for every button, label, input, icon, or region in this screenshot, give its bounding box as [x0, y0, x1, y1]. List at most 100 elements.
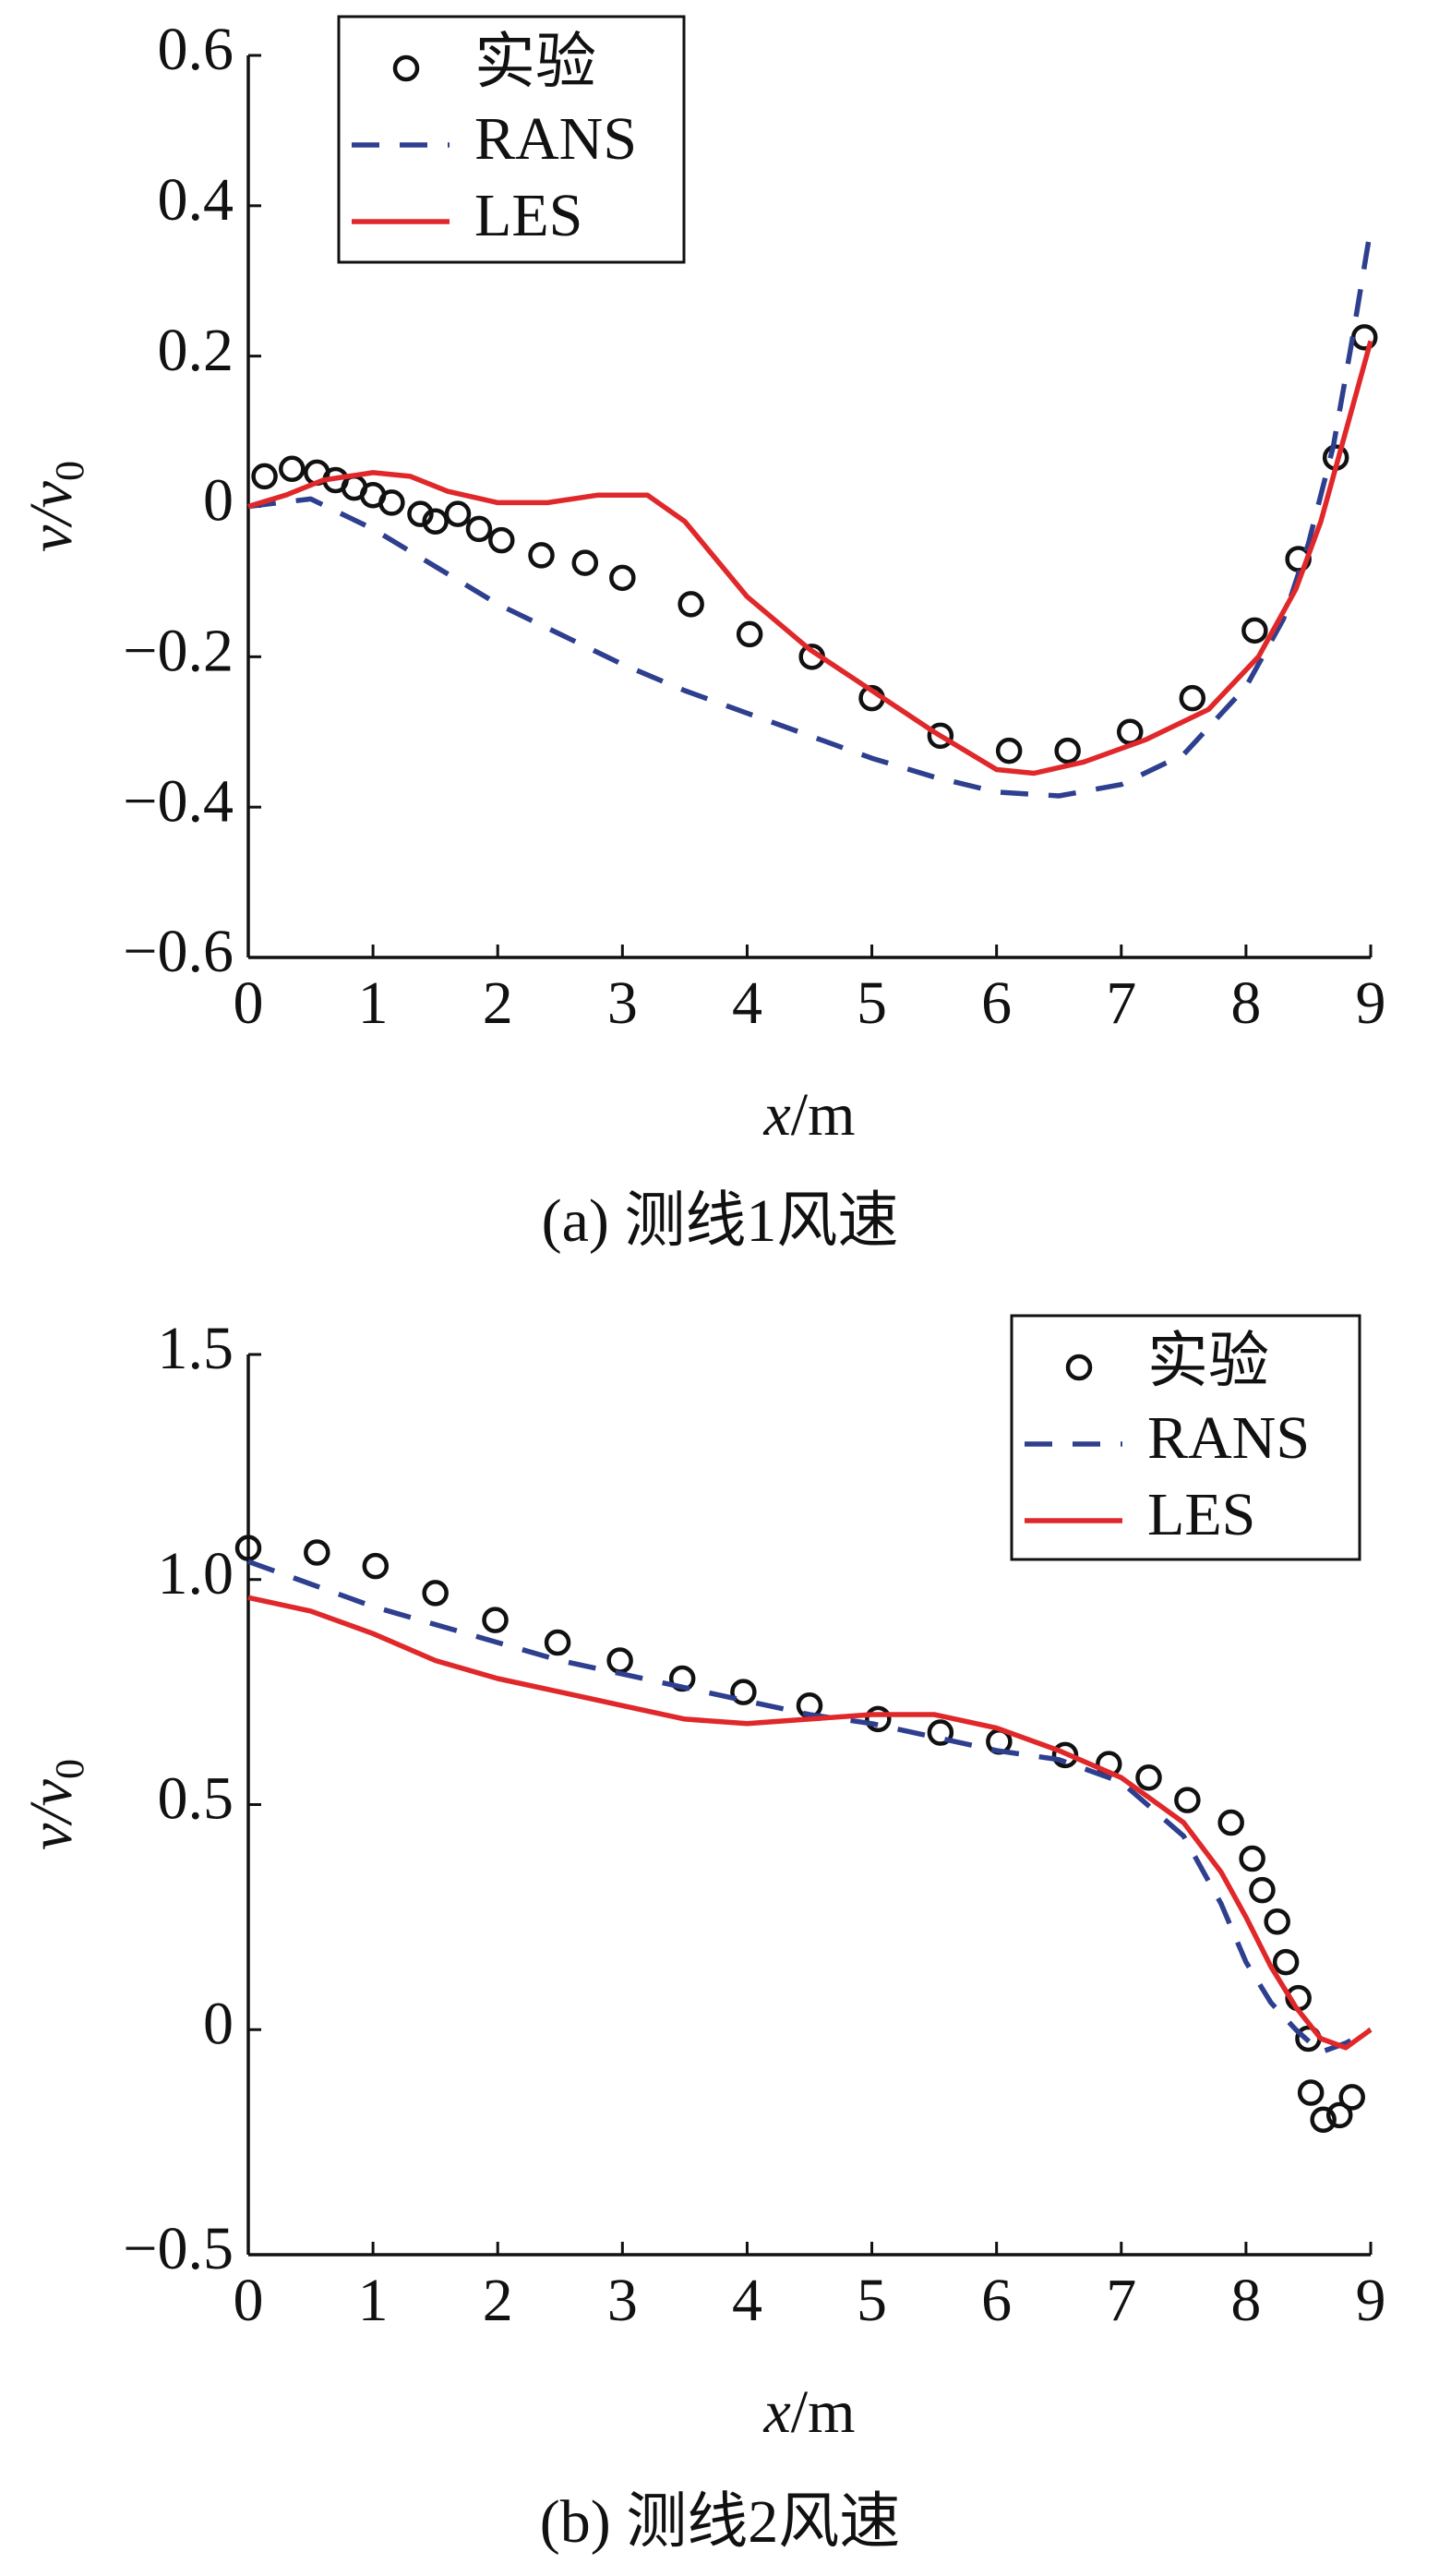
y-axis-label: v/v0 — [18, 1759, 92, 1850]
data-point — [1297, 2079, 1325, 2106]
x-tick-label: 7 — [1106, 969, 1136, 1037]
data-point — [1249, 1876, 1276, 1904]
x-tick-label: 5 — [857, 2267, 887, 2334]
data-point — [1325, 2101, 1353, 2129]
x-tick-label: 5 — [857, 969, 887, 1037]
data-point — [1272, 1948, 1300, 1976]
data-point — [606, 1647, 633, 1674]
y-tick-label: 0.4 — [158, 166, 234, 234]
data-point — [304, 1539, 330, 1566]
legend-label: RANS — [1147, 1404, 1310, 1472]
x-axis-label: x/m — [763, 1081, 856, 1149]
y-axis-label-sub: 0 — [47, 1759, 92, 1779]
legend-label: LES — [474, 182, 582, 249]
series-line — [247, 340, 1373, 776]
y-tick-label: −0.2 — [123, 617, 234, 684]
data-point — [730, 1679, 757, 1705]
y-tick-label: 0.2 — [158, 317, 234, 384]
data-point — [571, 549, 599, 576]
y-axis-label: v/v0 — [18, 461, 92, 552]
data-point — [995, 737, 1023, 764]
y-axis-label-main: v/v — [18, 1778, 85, 1850]
data-point — [378, 489, 405, 516]
series-line — [247, 227, 1373, 799]
data-point — [465, 515, 493, 543]
data-point — [736, 620, 763, 648]
x-tick-label: 2 — [483, 969, 513, 1037]
y-tick-label: 0.5 — [158, 1765, 234, 1833]
x-tick-label: 9 — [1356, 969, 1386, 1037]
data-point — [1135, 1764, 1162, 1791]
y-axis-label-main: v/v — [18, 480, 85, 552]
data-point — [1051, 1741, 1079, 1769]
y-tick-label: −0.5 — [123, 2215, 234, 2282]
x-axis-label-var: x — [763, 1081, 791, 1149]
series-line — [247, 1595, 1373, 2051]
y-tick-label: 0.6 — [158, 16, 234, 83]
data-point — [528, 542, 555, 569]
legend-label: RANS — [474, 105, 637, 173]
data-point — [1179, 684, 1206, 712]
y-axis-label-sub: 0 — [47, 461, 92, 481]
x-tick-label: 6 — [981, 2267, 1012, 2334]
data-point — [609, 564, 636, 592]
data-point — [251, 463, 278, 490]
x-tick-label: 4 — [732, 2267, 762, 2334]
data-point — [362, 1552, 390, 1580]
legend-label: 实验 — [474, 29, 596, 96]
data-point — [1054, 737, 1081, 764]
data-point — [422, 1580, 449, 1607]
y-tick-label: 1.5 — [158, 1315, 234, 1382]
data-point — [482, 1607, 509, 1633]
caption: (a) 测线1风速 — [542, 1187, 899, 1255]
x-axis-label: x/m — [763, 2378, 856, 2446]
data-point — [444, 500, 472, 527]
data-point — [1310, 2106, 1337, 2133]
data-point — [234, 1535, 262, 1561]
x-axis-label-var: x — [763, 2378, 791, 2446]
legend-marker — [1065, 1354, 1093, 1381]
x-tick-label: 3 — [607, 2267, 638, 2334]
x-tick-label: 1 — [358, 969, 389, 1037]
data-point — [1116, 718, 1144, 745]
legend-marker — [392, 54, 420, 82]
data-point — [1241, 617, 1268, 644]
data-point — [927, 1719, 954, 1746]
data-point — [422, 508, 449, 536]
x-tick-label: 0 — [234, 969, 264, 1037]
data-point — [488, 526, 515, 554]
y-tick-label: −0.6 — [123, 918, 234, 985]
data-point — [407, 500, 434, 527]
data-point — [678, 591, 704, 618]
data-point — [1264, 1908, 1290, 1935]
y-tick-label: 0 — [203, 1990, 234, 2057]
series-line — [247, 1559, 1373, 2055]
x-tick-label: 4 — [732, 969, 762, 1037]
data-point — [1174, 1787, 1201, 1813]
x-tick-label: 6 — [981, 969, 1012, 1037]
x-tick-label: 8 — [1230, 2267, 1261, 2334]
data-point — [927, 722, 954, 750]
x-tick-label: 2 — [483, 2267, 513, 2334]
data-point — [1217, 1809, 1244, 1836]
y-tick-label: 0 — [203, 467, 234, 535]
x-tick-label: 9 — [1356, 2267, 1386, 2334]
x-tick-label: 0 — [234, 2267, 264, 2334]
x-tick-label: 3 — [607, 969, 638, 1037]
y-tick-label: 1.0 — [158, 1540, 234, 1607]
x-tick-label: 1 — [358, 2267, 389, 2334]
data-point — [544, 1629, 571, 1656]
legend-label: 实验 — [1147, 1328, 1269, 1395]
data-point — [865, 1705, 892, 1733]
data-point — [279, 455, 306, 483]
data-point — [1338, 2084, 1365, 2111]
data-point — [1239, 1845, 1265, 1872]
x-tick-label: 7 — [1106, 2267, 1136, 2334]
caption: (b) 测线2风速 — [540, 2488, 900, 2556]
x-axis-label-rest: /m — [791, 2378, 856, 2446]
x-axis-label-rest: /m — [791, 1081, 856, 1149]
legend-label: LES — [1147, 1481, 1255, 1548]
y-tick-label: −0.4 — [123, 767, 234, 835]
x-tick-label: 8 — [1230, 969, 1261, 1037]
